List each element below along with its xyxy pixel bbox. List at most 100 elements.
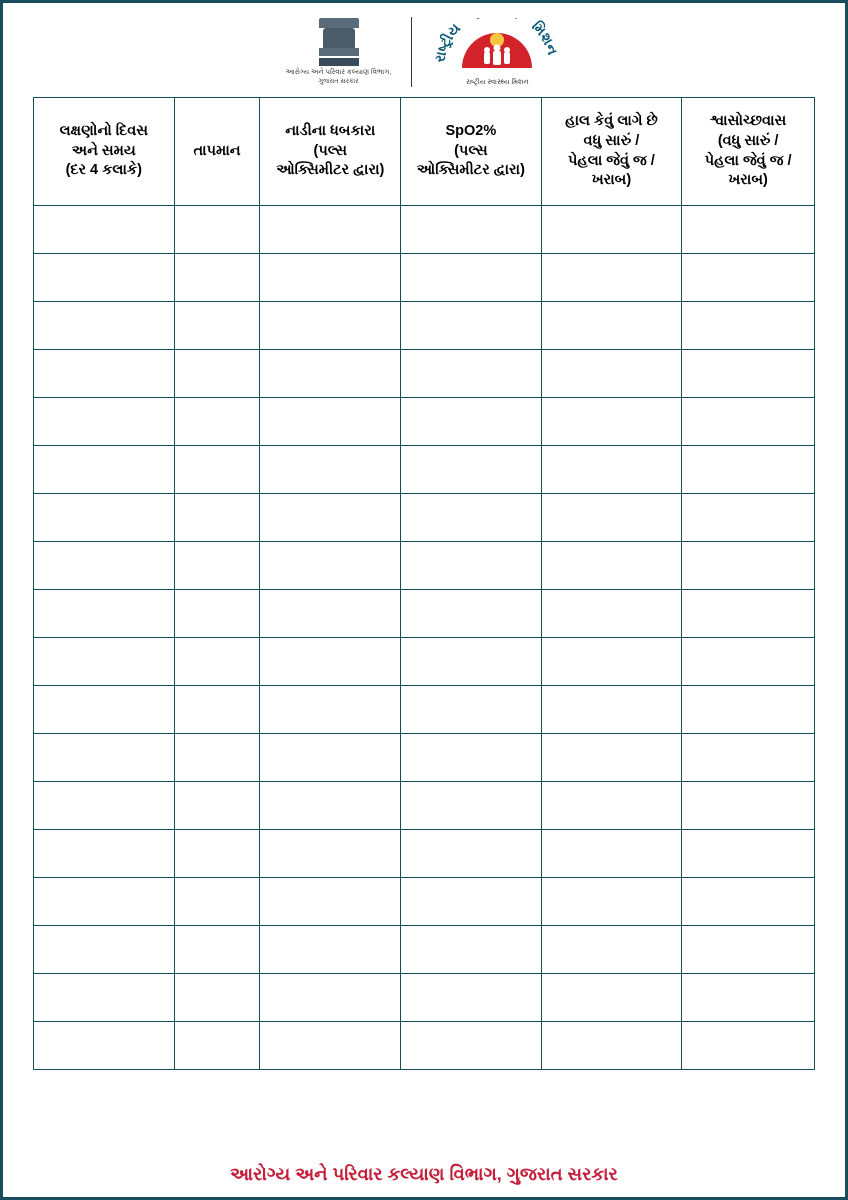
table-cell <box>401 926 542 974</box>
table-cell <box>34 350 175 398</box>
header-divider <box>411 17 412 87</box>
table-row <box>34 878 815 926</box>
table-cell <box>174 350 260 398</box>
table-cell <box>682 830 815 878</box>
table-cell <box>541 974 682 1022</box>
table-cell <box>174 638 260 686</box>
table-row <box>34 446 815 494</box>
table-cell <box>401 590 542 638</box>
table-cell <box>682 494 815 542</box>
table-cell <box>260 686 401 734</box>
table-cell <box>260 494 401 542</box>
emblem-caption-line2: ગુજરાત સરકાર <box>286 78 392 86</box>
table-cell <box>541 734 682 782</box>
nhm-arc-right: મિશન <box>529 18 561 57</box>
table-cell <box>34 446 175 494</box>
table-cell <box>401 974 542 1022</box>
table-cell <box>260 1022 401 1070</box>
nhm-arc-left: રાષ્ટ્રીય <box>432 19 464 63</box>
table-cell <box>541 254 682 302</box>
col-header-datetime: લક્ષણોનો દિવસઅને સમય(દર 4 કલાકે) <box>34 98 175 206</box>
table-cell <box>682 686 815 734</box>
page-header: આરોગ્ય અને પરિવાર કલ્યાણ વિભાગ, ગુજરાત સ… <box>3 3 845 97</box>
table-cell <box>260 350 401 398</box>
table-cell <box>401 1022 542 1070</box>
table-row <box>34 926 815 974</box>
table-row <box>34 350 815 398</box>
table-cell <box>541 638 682 686</box>
table-row <box>34 542 815 590</box>
nhm-caption: રાષ્ટ્રીય સ્વાસ્થ્ય મિશન <box>466 79 529 87</box>
table-cell <box>34 206 175 254</box>
table-cell <box>401 878 542 926</box>
table-cell <box>174 206 260 254</box>
table-row <box>34 686 815 734</box>
table-row <box>34 1022 815 1070</box>
ashoka-emblem-icon <box>319 18 359 66</box>
table-cell <box>34 638 175 686</box>
table-cell <box>260 734 401 782</box>
table-cell <box>682 782 815 830</box>
table-cell <box>682 350 815 398</box>
table-cell <box>541 542 682 590</box>
table-cell <box>401 398 542 446</box>
table-cell <box>174 686 260 734</box>
table-row <box>34 398 815 446</box>
table-body <box>34 206 815 1070</box>
table-cell <box>174 398 260 446</box>
table-cell <box>541 398 682 446</box>
table-cell <box>682 638 815 686</box>
col-header-breathing: શ્વાસોચ્છવાસ(વધુ સારું /પેહલા જેવું જ /ખ… <box>682 98 815 206</box>
table-cell <box>682 974 815 1022</box>
table-cell <box>260 254 401 302</box>
table-cell <box>541 1022 682 1070</box>
table-row <box>34 830 815 878</box>
table-cell <box>260 302 401 350</box>
table-header-row: લક્ષણોનો દિવસઅને સમય(દર 4 કલાકે) તાપમાન … <box>34 98 815 206</box>
table-cell <box>401 302 542 350</box>
table-cell <box>34 398 175 446</box>
table-cell <box>682 878 815 926</box>
table-cell <box>174 926 260 974</box>
col-header-temperature: તાપમાન <box>174 98 260 206</box>
emblem-caption: આરોગ્ય અને પરિવાર કલ્યાણ વિભાગ, ગુજરાત સ… <box>286 69 392 85</box>
table-cell <box>682 254 815 302</box>
table-cell <box>174 542 260 590</box>
table-cell <box>401 206 542 254</box>
table-cell <box>541 206 682 254</box>
table-row <box>34 494 815 542</box>
table-cell <box>682 590 815 638</box>
table-cell <box>541 350 682 398</box>
table-cell <box>541 494 682 542</box>
table-cell <box>401 782 542 830</box>
table-cell <box>682 398 815 446</box>
table-cell <box>174 446 260 494</box>
table-cell <box>34 686 175 734</box>
table-cell <box>174 254 260 302</box>
govt-emblem-block: આરોગ્ય અને પરિવાર કલ્યાણ વિભાગ, ગુજરાત સ… <box>286 18 392 85</box>
nhm-logo-icon: રાષ્ટ્રીય સ્વાસ્થ્ય મિશન <box>432 18 562 78</box>
table-cell <box>260 590 401 638</box>
table-cell <box>34 254 175 302</box>
col-header-spo2: SpO2%(પલ્સઓક્સિમીટર દ્વારા) <box>401 98 542 206</box>
table-cell <box>260 638 401 686</box>
table-row <box>34 206 815 254</box>
table-cell <box>401 638 542 686</box>
monitoring-table: લક્ષણોનો દિવસઅને સમય(દર 4 કલાકે) તાપમાન … <box>33 97 815 1070</box>
table-cell <box>541 686 682 734</box>
table-cell <box>34 590 175 638</box>
table-cell <box>34 302 175 350</box>
table-cell <box>260 926 401 974</box>
table-cell <box>34 734 175 782</box>
table-cell <box>401 254 542 302</box>
table-cell <box>174 1022 260 1070</box>
table-cell <box>34 830 175 878</box>
table-cell <box>541 302 682 350</box>
table-cell <box>541 830 682 878</box>
table-row <box>34 638 815 686</box>
page-footer: આરોગ્ય અને પરિવાર કલ્યાણ વિભાગ, ગુજરાત સ… <box>3 1158 845 1197</box>
table-row <box>34 302 815 350</box>
table-cell <box>541 926 682 974</box>
table-cell <box>34 542 175 590</box>
table-cell <box>34 974 175 1022</box>
